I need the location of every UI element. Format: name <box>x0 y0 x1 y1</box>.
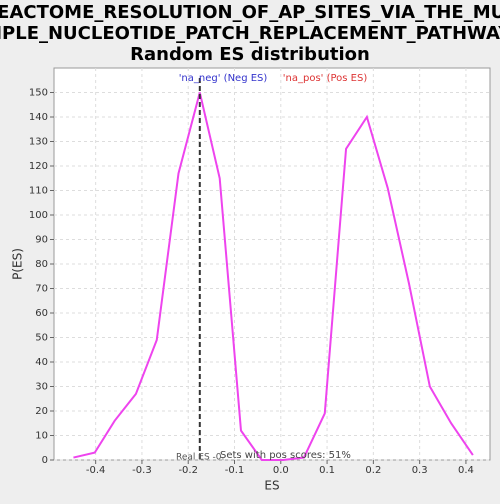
y-axis-label: P(ES) <box>11 248 25 280</box>
chart-title: Random ES distribution <box>130 44 370 65</box>
y-tick-label: 30 <box>35 382 48 393</box>
chart-title: TIPLE_NUCLEOTIDE_PATCH_REPLACEMENT_PATHW… <box>0 23 500 44</box>
real-es-label: Real ES -0. <box>176 453 224 463</box>
x-tick-label: 0.1 <box>319 465 335 476</box>
y-tick-label: 110 <box>29 186 48 197</box>
x-axis-label: ES <box>264 479 279 493</box>
y-tick-label: 10 <box>35 431 48 442</box>
data-line <box>73 92 474 461</box>
x-tick-label: 0.3 <box>412 465 428 476</box>
y-tick-label: 60 <box>35 308 48 319</box>
y-tick-label: 140 <box>29 112 48 123</box>
x-tick-label: -0.1 <box>225 465 245 476</box>
y-tick-label: 130 <box>29 137 48 148</box>
x-tick-label: 0.0 <box>273 465 289 476</box>
y-tick-label: 120 <box>29 161 48 172</box>
y-tick-label: 150 <box>29 88 48 99</box>
pos-scores-label: Sets with pos scores: 51% <box>220 450 351 461</box>
y-tick-label: 70 <box>35 284 48 295</box>
y-tick-label: 80 <box>35 259 48 270</box>
y-tick-label: 0 <box>42 455 48 466</box>
x-tick-label: -0.3 <box>132 465 152 476</box>
pos-label: 'na_pos' (Pos ES) <box>283 73 368 84</box>
chart-title: REACTOME_RESOLUTION_OF_AP_SITES_VIA_THE_… <box>0 2 500 23</box>
x-tick-label: -0.4 <box>86 465 106 476</box>
neg-label: 'na_neg' (Neg ES) <box>179 73 268 84</box>
y-tick-label: 40 <box>35 357 48 368</box>
y-tick-label: 100 <box>29 210 48 221</box>
y-tick-label: 90 <box>35 235 48 246</box>
x-tick-label: -0.2 <box>178 465 198 476</box>
x-tick-label: 0.4 <box>458 465 474 476</box>
x-tick-label: 0.2 <box>365 465 381 476</box>
y-tick-label: 50 <box>35 333 48 344</box>
y-tick-label: 20 <box>35 406 48 417</box>
